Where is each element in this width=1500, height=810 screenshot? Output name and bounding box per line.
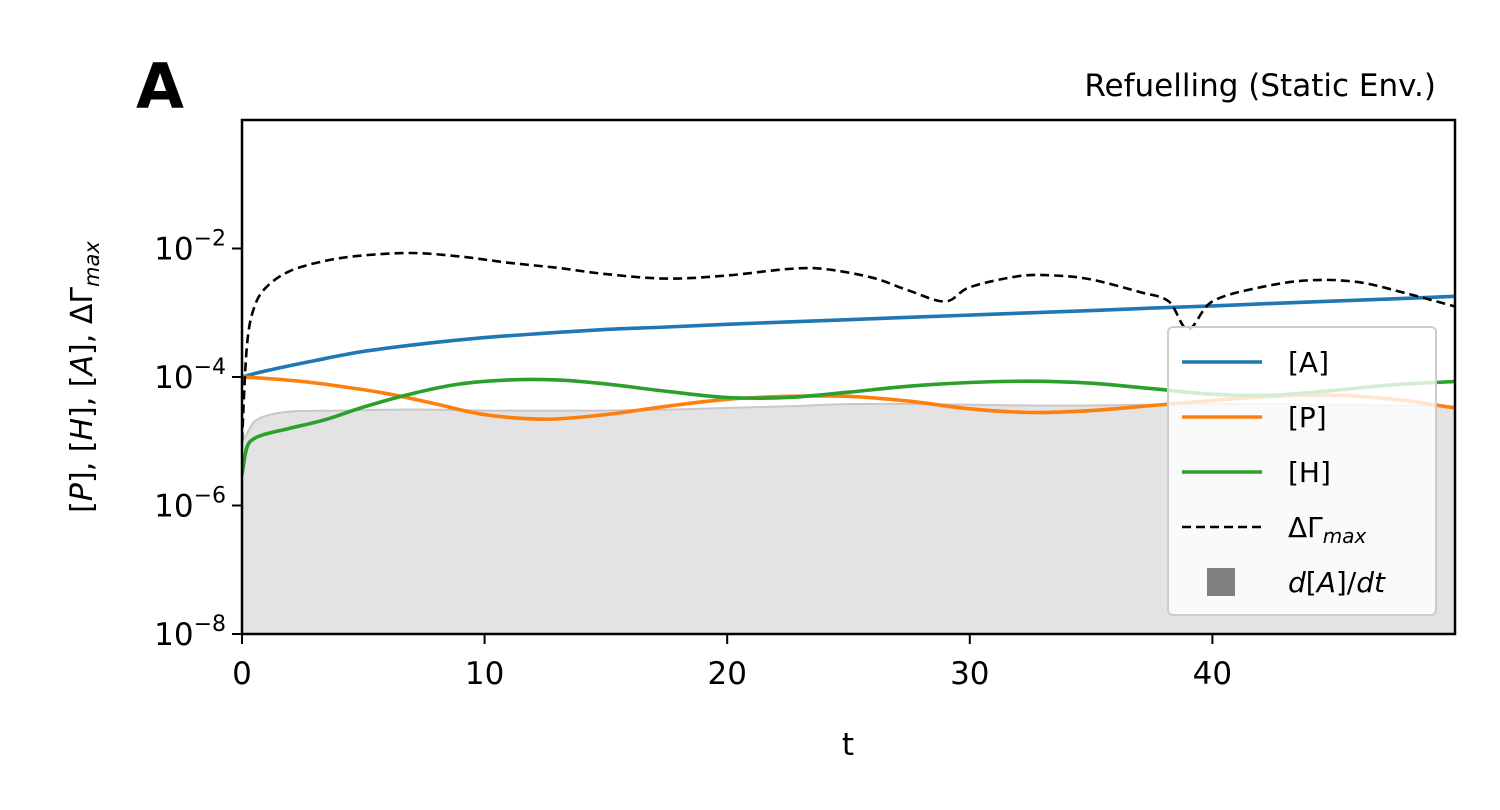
x-tick-label: 40 bbox=[1193, 656, 1232, 692]
legend-box bbox=[1167, 326, 1437, 616]
series-a-line bbox=[242, 294, 1455, 379]
x-tick-label: 0 bbox=[232, 656, 252, 692]
legend-p-label: [P] bbox=[1288, 401, 1327, 434]
legend-a-label: [A] bbox=[1288, 346, 1329, 379]
legend-d-a-dt-swatch bbox=[1207, 568, 1235, 596]
series-d-a-dt-area bbox=[242, 403, 1455, 634]
legend-max-label: ΔΓmax bbox=[1288, 511, 1367, 548]
legend-d-a-dt-label: d[A]/dt bbox=[1288, 566, 1386, 599]
x-tick-label: 30 bbox=[950, 656, 989, 692]
y-tick-label: 10−8 bbox=[154, 612, 226, 653]
x-tick-label: 20 bbox=[707, 656, 746, 692]
y-tick-label: 10−2 bbox=[154, 227, 226, 268]
y-axis-label: [P], [H], [A], ΔΓmax bbox=[65, 241, 104, 513]
chart-title: Refuelling (Static Env.) bbox=[1084, 68, 1436, 104]
legend-h-label: [H] bbox=[1288, 456, 1331, 489]
series-max-line bbox=[242, 251, 1455, 442]
x-tick-label: 10 bbox=[465, 656, 504, 692]
y-tick-label: 10−4 bbox=[154, 355, 226, 396]
panel-label: A bbox=[136, 50, 184, 123]
x-axis-label: t bbox=[842, 727, 854, 763]
x-ticks: 0 10 20 30 40 bbox=[232, 634, 1232, 692]
y-ticks: 10−8 10−6 10−4 10−2 bbox=[154, 227, 242, 653]
legend: [A] [P] [H] ΔΓmax d[A]/dt bbox=[1167, 326, 1437, 616]
y-tick-label: 10−6 bbox=[154, 484, 226, 525]
